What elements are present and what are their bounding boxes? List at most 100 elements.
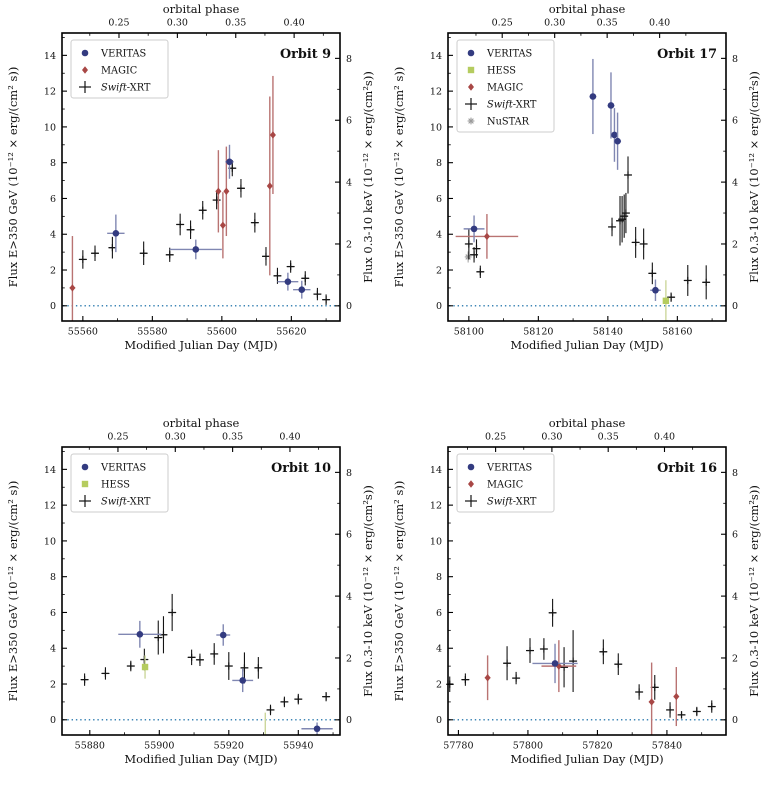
svg-text:55880: 55880 bbox=[75, 741, 105, 752]
y-axis-right: 0 2 4 6 8 Flux 0.3-10 keV (10⁻¹² × erg/(cm²s)… bbox=[721, 54, 761, 312]
x-axis-title: Modified Julian Day (MJD) bbox=[124, 752, 277, 766]
y-axis-right-title: Flux 0.3-10 keV (10⁻¹² × erg/(cm²s)) bbox=[361, 71, 375, 283]
svg-text:14: 14 bbox=[430, 465, 442, 476]
plot-frame bbox=[61, 446, 341, 736]
plot-frame bbox=[447, 32, 727, 322]
legend-label: HESS bbox=[101, 479, 130, 490]
svg-text:0.40: 0.40 bbox=[649, 18, 670, 29]
top-phase-axis: 0.25 0.30 0.35 0.40 orbital phase bbox=[475, 2, 687, 38]
svg-text:55920: 55920 bbox=[214, 741, 244, 752]
y-axis-left-title: Flux E>350 GeV (10⁻¹² × erg/(cm² s)) bbox=[6, 67, 20, 288]
legend-item-veritas: VERITAS bbox=[467, 462, 532, 473]
svg-text:0.30: 0.30 bbox=[544, 18, 565, 29]
legend-box bbox=[456, 39, 555, 133]
svg-text:6: 6 bbox=[346, 530, 352, 541]
legend-label: Swift-XRT bbox=[487, 496, 537, 507]
y-axis-right-title: Flux 0.3-10 keV (10⁻¹² × erg/(cm²s)) bbox=[747, 71, 761, 283]
svg-text:0.25: 0.25 bbox=[107, 432, 128, 443]
svg-text:2: 2 bbox=[50, 679, 56, 690]
x-axis-title: Modified Julian Day (MJD) bbox=[510, 338, 663, 352]
legend-item-veritas: VERITAS bbox=[81, 48, 146, 59]
legend-label: Swift-XRT bbox=[101, 82, 151, 93]
plot-title: Orbit 16 bbox=[657, 461, 717, 476]
svg-text:8: 8 bbox=[732, 54, 738, 65]
y-axis-left: 0 2 4 6 8 10 12 14 Flux E>350 GeV (10⁻¹² × erg/(… bbox=[6, 37, 67, 312]
svg-text:0.30: 0.30 bbox=[541, 432, 562, 443]
svg-text:0.40: 0.40 bbox=[279, 432, 300, 443]
plot-frame bbox=[447, 446, 727, 736]
series-hess bbox=[662, 280, 670, 321]
svg-text:2: 2 bbox=[732, 653, 738, 664]
svg-text:55900: 55900 bbox=[144, 741, 174, 752]
series-veritas bbox=[463, 58, 661, 301]
y-axis-right: 0 2 4 6 8 Flux 0.3-10 keV (10⁻¹² × erg/(cm²s)… bbox=[335, 54, 375, 312]
svg-text:0.30: 0.30 bbox=[165, 432, 186, 443]
svg-text:8: 8 bbox=[50, 158, 56, 169]
legend-label: VERITAS bbox=[486, 48, 532, 59]
legend-label: MAGIC bbox=[487, 479, 523, 490]
series-hess bbox=[141, 655, 266, 735]
svg-text:8: 8 bbox=[732, 468, 738, 479]
svg-text:6: 6 bbox=[346, 116, 352, 127]
top-axis-title: orbital phase bbox=[549, 416, 626, 430]
svg-text:0.40: 0.40 bbox=[284, 18, 305, 29]
series-veritas bbox=[118, 620, 333, 735]
series-swift-xrt bbox=[80, 593, 331, 716]
x-axis-title: Modified Julian Day (MJD) bbox=[124, 338, 277, 352]
svg-text:8: 8 bbox=[50, 572, 56, 583]
series-swift-xrt bbox=[446, 598, 716, 719]
svg-text:55620: 55620 bbox=[276, 327, 306, 338]
y-axis-right: 0 2 4 6 8 Flux 0.3-10 keV (10⁻¹² × erg/(cm²s)… bbox=[335, 468, 375, 726]
series-magic bbox=[69, 75, 276, 321]
legend-label: MAGIC bbox=[487, 82, 523, 93]
svg-text:2: 2 bbox=[436, 265, 442, 276]
plot-title: Orbit 9 bbox=[280, 47, 331, 62]
y-axis-right: 0 2 4 6 8 Flux 0.3-10 keV (10⁻¹² × erg/(cm²s)… bbox=[721, 468, 761, 726]
legend-item-magic: MAGIC bbox=[468, 479, 523, 490]
plot-frame bbox=[61, 32, 341, 322]
legend-box bbox=[70, 39, 169, 99]
svg-text:4: 4 bbox=[346, 592, 352, 603]
y-axis-left: 0 2 4 6 8 10 12 14 Flux E>350 GeV (10⁻¹² × erg/(… bbox=[392, 37, 453, 312]
legend-label: VERITAS bbox=[100, 462, 146, 473]
series-nustar bbox=[464, 251, 472, 263]
series-veritas bbox=[107, 144, 311, 299]
plot-title: Orbit 10 bbox=[271, 461, 331, 476]
data-series bbox=[69, 75, 331, 321]
series-veritas bbox=[532, 643, 578, 684]
legend-label: MAGIC bbox=[101, 65, 137, 76]
svg-text:4: 4 bbox=[436, 230, 442, 241]
legend-item-veritas: VERITAS bbox=[467, 48, 532, 59]
legend-item-hess: HESS bbox=[467, 65, 516, 76]
series-swift-xrt bbox=[464, 156, 711, 302]
legend-label: VERITAS bbox=[486, 462, 532, 473]
svg-text:2: 2 bbox=[346, 239, 352, 250]
y-axis-left-title: Flux E>350 GeV (10⁻¹² × erg/(cm² s)) bbox=[392, 67, 406, 288]
series-magic bbox=[484, 640, 680, 735]
svg-text:0.35: 0.35 bbox=[222, 432, 243, 443]
legend-item-swift-xrt: Swift-XRT bbox=[79, 495, 151, 507]
svg-text:0: 0 bbox=[346, 301, 352, 312]
legend-item-nustar: NuSTAR bbox=[467, 116, 530, 127]
legend-item-swift-xrt: Swift-XRT bbox=[465, 98, 537, 110]
top-phase-axis: 0.25 0.30 0.35 0.40 orbital phase bbox=[88, 416, 320, 452]
svg-text:12: 12 bbox=[44, 87, 56, 98]
y-axis-right-title: Flux 0.3-10 keV (10⁻¹² × erg/(cm²s)) bbox=[747, 485, 761, 697]
svg-text:0: 0 bbox=[346, 715, 352, 726]
plot-title: Orbit 17 bbox=[657, 47, 717, 62]
svg-text:58120: 58120 bbox=[523, 327, 553, 338]
svg-text:4: 4 bbox=[50, 644, 56, 655]
svg-text:12: 12 bbox=[44, 501, 56, 512]
svg-text:8: 8 bbox=[346, 468, 352, 479]
svg-text:14: 14 bbox=[430, 51, 442, 62]
series-magic bbox=[455, 214, 519, 259]
svg-text:8: 8 bbox=[436, 158, 442, 169]
svg-text:14: 14 bbox=[44, 51, 56, 62]
svg-text:2: 2 bbox=[436, 679, 442, 690]
x-axis-title: Modified Julian Day (MJD) bbox=[510, 752, 663, 766]
